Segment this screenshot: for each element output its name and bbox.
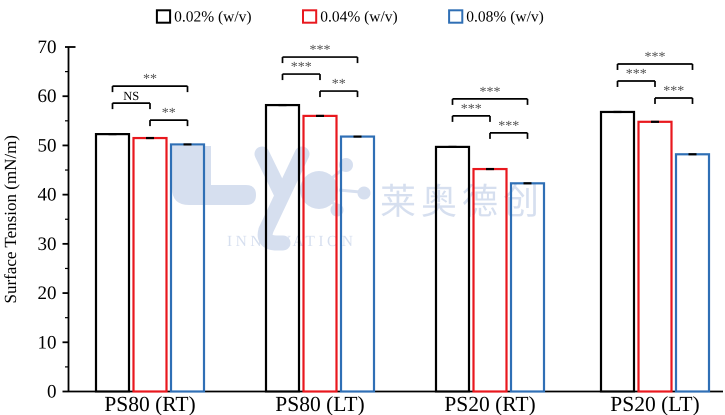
- svg-text:20: 20: [38, 283, 57, 304]
- svg-text:***: ***: [626, 67, 647, 82]
- svg-text:**: **: [332, 77, 346, 92]
- svg-text:PS20 (RT): PS20 (RT): [444, 392, 535, 415]
- svg-text:NS: NS: [123, 89, 139, 103]
- svg-text:40: 40: [38, 185, 57, 206]
- svg-text:PS20 (LT): PS20 (LT): [610, 392, 699, 415]
- svg-text:***: ***: [480, 85, 501, 100]
- svg-text:***: ***: [498, 119, 519, 134]
- svg-text:0.02% (w/v): 0.02% (w/v): [174, 9, 252, 26]
- svg-text:Surface Tension (mN/m): Surface Tension (mN/m): [1, 135, 20, 303]
- svg-text:0.04% (w/v): 0.04% (w/v): [320, 9, 398, 26]
- svg-text:**: **: [143, 72, 157, 87]
- svg-text:**: **: [162, 106, 176, 121]
- svg-text:***: ***: [310, 43, 331, 58]
- svg-text:50: 50: [38, 135, 57, 156]
- svg-text:***: ***: [291, 60, 312, 75]
- svg-text:PS80 (LT): PS80 (LT): [275, 392, 364, 415]
- svg-text:0: 0: [47, 382, 57, 403]
- svg-text:PS80 (RT): PS80 (RT): [104, 392, 195, 415]
- svg-text:***: ***: [461, 102, 482, 117]
- svg-text:0.08% (w/v): 0.08% (w/v): [466, 9, 544, 26]
- svg-text:莱奥德创: 莱奥德创: [380, 182, 544, 222]
- svg-text:***: ***: [645, 50, 666, 65]
- svg-text:30: 30: [38, 234, 57, 255]
- svg-text:70: 70: [38, 37, 57, 58]
- svg-text:60: 60: [38, 86, 57, 107]
- svg-text:10: 10: [38, 332, 57, 353]
- svg-text:***: ***: [663, 84, 684, 99]
